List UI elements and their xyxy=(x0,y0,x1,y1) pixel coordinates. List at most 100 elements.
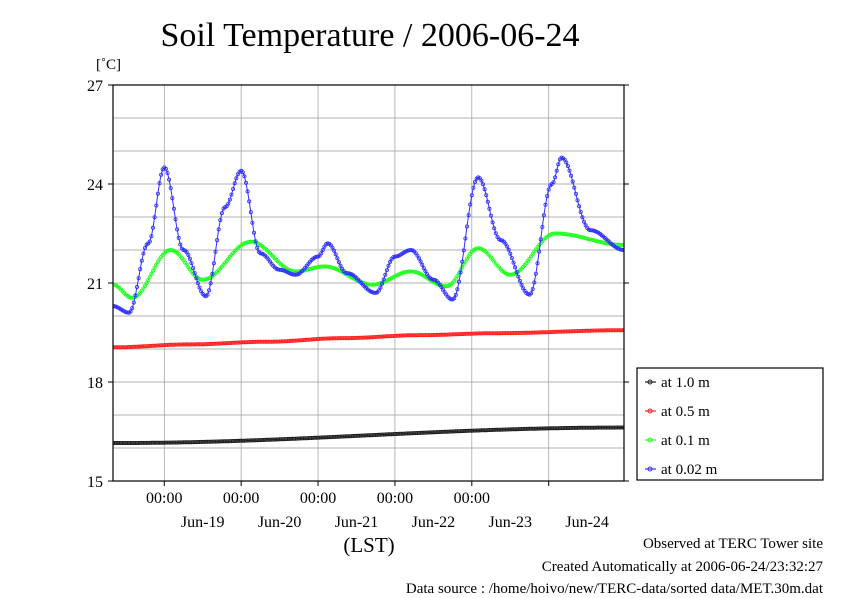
data-point xyxy=(338,263,343,268)
data-point xyxy=(378,285,383,290)
data-point xyxy=(213,249,218,254)
data-point xyxy=(167,177,172,182)
data-point xyxy=(394,254,399,259)
data-point xyxy=(554,168,559,173)
data-point xyxy=(128,309,133,314)
data-point xyxy=(506,247,511,252)
data-point xyxy=(251,230,256,235)
data-point xyxy=(147,239,152,244)
data-point xyxy=(336,260,341,265)
data-point xyxy=(452,296,457,301)
data-point xyxy=(320,247,325,252)
data-point xyxy=(543,202,548,207)
data-point xyxy=(138,267,143,272)
data-point xyxy=(620,243,624,247)
data-point xyxy=(492,226,497,231)
data-point xyxy=(141,251,146,256)
data-point xyxy=(530,287,535,292)
data-point xyxy=(453,292,458,297)
data-point xyxy=(170,196,175,201)
data-point xyxy=(535,261,540,266)
data-point xyxy=(144,281,149,286)
data-point xyxy=(255,245,260,250)
data-point xyxy=(514,270,519,275)
data-point xyxy=(152,265,157,270)
data-point xyxy=(383,272,388,277)
data-point xyxy=(573,191,578,196)
data-point xyxy=(130,306,135,311)
data-point xyxy=(546,187,551,192)
data-point xyxy=(242,174,247,179)
data-point xyxy=(517,278,522,283)
data-point xyxy=(386,263,391,268)
footer-created: Created Automatically at 2006-06-24/23:3… xyxy=(541,559,823,575)
data-point xyxy=(211,261,216,266)
data-point xyxy=(136,276,141,281)
data-point xyxy=(541,213,546,218)
data-point xyxy=(485,199,490,204)
data-point xyxy=(572,185,577,190)
data-point xyxy=(529,291,534,296)
data-point xyxy=(468,202,473,207)
series-at-0-5-m xyxy=(113,328,624,350)
data-point xyxy=(545,194,550,199)
data-point xyxy=(487,206,492,211)
data-point xyxy=(575,198,580,203)
series-layer xyxy=(113,155,624,446)
legend-label: at 0.1 m xyxy=(661,433,710,449)
data-point xyxy=(232,181,237,186)
data-point xyxy=(205,292,210,297)
data-point xyxy=(569,173,574,178)
data-point xyxy=(234,176,239,181)
data-point xyxy=(540,224,545,229)
data-point xyxy=(142,245,147,250)
data-point xyxy=(253,239,258,244)
x-date-label: Jun-21 xyxy=(335,514,379,531)
data-point xyxy=(333,252,338,257)
data-point xyxy=(152,215,157,220)
data-point xyxy=(461,248,466,253)
data-point xyxy=(192,271,197,276)
legend: at 1.0 m at 0.5 m at 0.1 m at 0.02 m xyxy=(636,367,824,481)
data-point xyxy=(622,425,624,430)
data-point xyxy=(139,258,144,263)
y-axis: 15 18 21 24 27 xyxy=(87,78,629,491)
data-point xyxy=(150,268,155,273)
data-point xyxy=(376,288,381,293)
x-date-label: Jun-22 xyxy=(412,514,456,531)
y-tick-label: 24 xyxy=(87,177,103,194)
x-tick-label: 00:00 xyxy=(377,490,413,507)
data-point xyxy=(332,248,337,253)
data-point xyxy=(248,210,253,215)
data-point xyxy=(516,274,521,279)
data-point xyxy=(519,282,524,287)
data-point xyxy=(178,242,183,247)
y-tick-label: 18 xyxy=(87,375,103,392)
data-point xyxy=(133,293,138,298)
data-point xyxy=(208,281,213,286)
data-point xyxy=(216,227,221,232)
data-point xyxy=(215,238,220,243)
x-tick-label: 00:00 xyxy=(223,490,259,507)
data-point xyxy=(171,206,176,211)
data-point xyxy=(537,249,542,254)
data-point xyxy=(620,247,624,252)
data-point xyxy=(187,256,192,261)
data-point xyxy=(219,211,224,216)
x-axis-label: (LST) xyxy=(343,533,394,557)
data-point xyxy=(229,192,234,197)
data-point xyxy=(455,287,460,292)
data-point xyxy=(210,271,215,276)
data-point xyxy=(577,204,582,209)
data-point xyxy=(622,248,624,252)
data-point xyxy=(472,179,477,184)
legend-label: at 0.02 m xyxy=(661,462,718,478)
data-point xyxy=(240,170,245,175)
data-point xyxy=(564,160,569,165)
data-point xyxy=(159,172,164,177)
data-point xyxy=(207,288,212,293)
data-point xyxy=(490,220,495,225)
data-point xyxy=(508,251,513,256)
legend-label: at 0.5 m xyxy=(661,404,710,420)
data-point xyxy=(456,279,461,284)
